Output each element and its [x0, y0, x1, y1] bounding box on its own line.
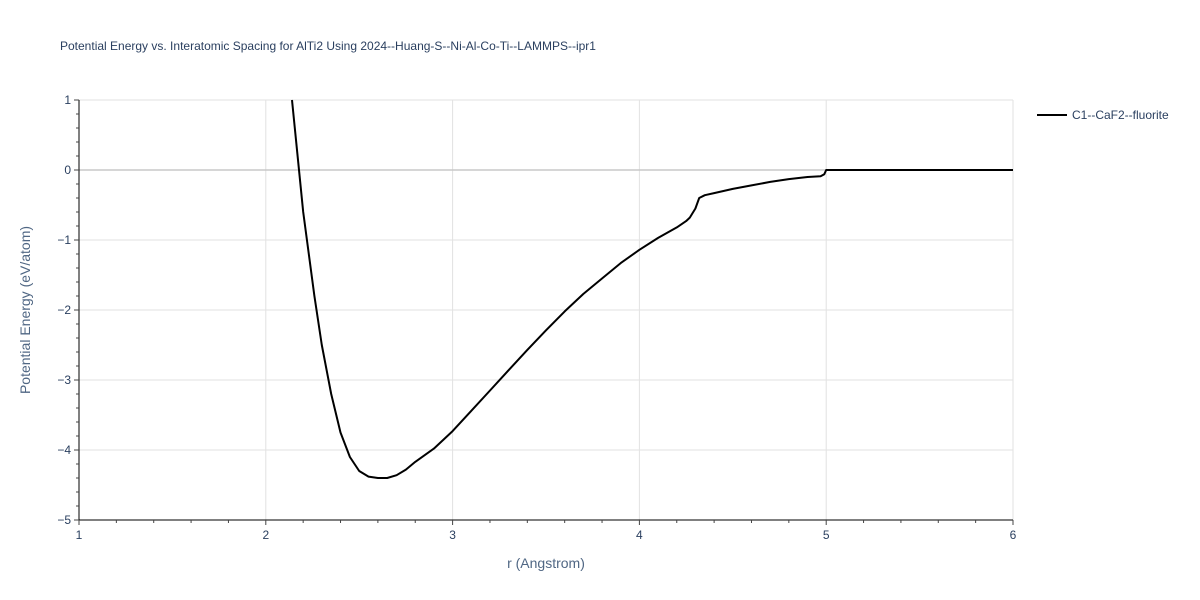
series-layer — [291, 99, 1013, 479]
x-tick-label: 4 — [636, 528, 643, 542]
axis-layer: 1 2 3 4 5 6 −5 −4 −3 −2 −1 0 1 — [57, 93, 1016, 542]
y-tick-label: −4 — [57, 443, 71, 457]
x-tick-label: 5 — [823, 528, 830, 542]
chart-title: Potential Energy vs. Interatomic Spacing… — [60, 39, 596, 53]
x-tick-label: 2 — [262, 528, 269, 542]
x-tick-label: 6 — [1010, 528, 1017, 542]
legend[interactable]: C1--CaF2--fluorite — [1037, 108, 1169, 122]
y-tick-label: 1 — [64, 93, 71, 107]
y-tick-label: −3 — [57, 373, 71, 387]
y-axis-title: Potential Energy (eV/atom) — [17, 226, 33, 394]
x-tick-label: 1 — [76, 528, 83, 542]
y-tick-label: −2 — [57, 303, 71, 317]
legend-label: C1--CaF2--fluorite — [1072, 108, 1169, 122]
y-tick-label: 0 — [64, 163, 71, 177]
x-axis-title: r (Angstrom) — [507, 555, 585, 571]
x-tick-label: 3 — [449, 528, 456, 542]
grid-layer — [79, 99, 1014, 520]
y-tick-label: −1 — [57, 233, 71, 247]
series-line — [291, 99, 1013, 479]
y-tick-label: −5 — [57, 513, 71, 527]
